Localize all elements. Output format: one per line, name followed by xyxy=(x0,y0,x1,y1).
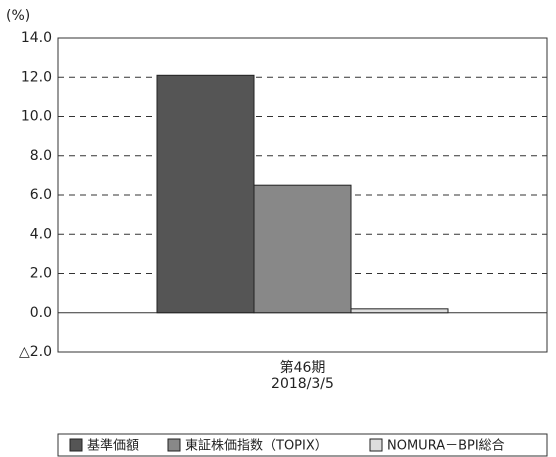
legend: 基準価額 東証株価指数（TOPIX） NOMURA－BPI総合 xyxy=(57,433,548,457)
legend-label: 東証株価指数（TOPIX） xyxy=(185,438,328,454)
legend-swatch xyxy=(369,438,383,452)
y-tick-label: 6.0 xyxy=(30,187,52,203)
x-tick-label: 第46期 xyxy=(280,359,326,376)
y-tick-label: 0.0 xyxy=(30,305,52,321)
y-tick-label: △2.0 xyxy=(19,344,52,360)
x-tick-date: 2018/3/5 xyxy=(271,376,334,392)
y-tick-label: 8.0 xyxy=(30,148,52,164)
y-tick-label: 4.0 xyxy=(30,226,52,242)
y-tick-label: 12.0 xyxy=(21,69,52,85)
legend-swatch xyxy=(167,438,181,452)
bar xyxy=(350,308,449,314)
bar xyxy=(253,184,352,314)
y-tick-label: 10.0 xyxy=(21,109,52,125)
legend-label: NOMURA－BPI総合 xyxy=(387,439,505,454)
y-tick-label: 2.0 xyxy=(30,266,52,282)
legend-label: 基準価額 xyxy=(87,438,139,454)
plot-border xyxy=(57,37,548,353)
y-tick-label: 14.0 xyxy=(21,30,52,46)
legend-swatch xyxy=(69,438,83,452)
legend-box xyxy=(57,433,548,457)
bar xyxy=(156,74,255,314)
y-axis-label: (%) xyxy=(6,8,30,24)
